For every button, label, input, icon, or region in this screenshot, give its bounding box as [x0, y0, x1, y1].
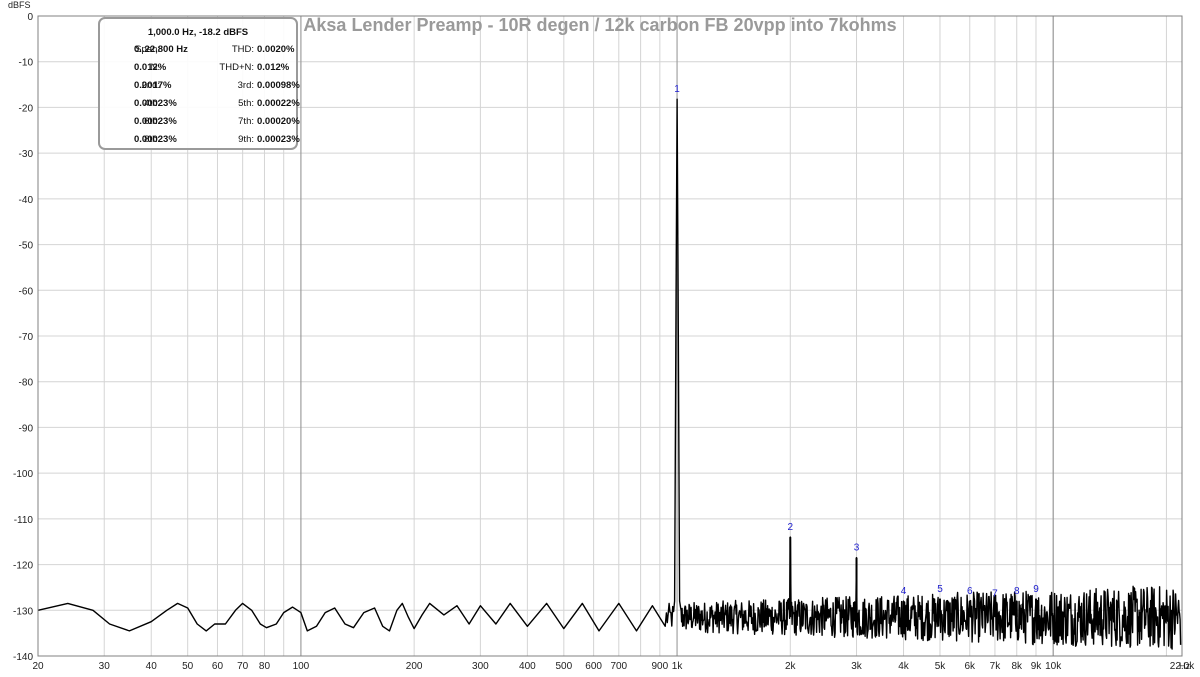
y-tick-label: -70: [19, 332, 34, 343]
y-tick-label: -110: [14, 515, 34, 526]
y-tick-label: -60: [19, 286, 34, 297]
y-tick-label: -80: [19, 378, 34, 389]
x-tick-label: 9k: [1031, 661, 1043, 672]
info-value: 0.012%: [134, 62, 167, 73]
x-tick-label: 70: [237, 661, 249, 672]
y-axis-ticks: 0 -10 -20 -30 -40 -50 -60 -70 -80 -90 -100 -110 -120…: [13, 12, 33, 663]
harmonic-label: 3: [854, 543, 860, 554]
x-axis-ticks: 20 30 40 50 60 70 80 100 200 300 400 500 600 700 900 1k…: [32, 661, 1195, 672]
info-row: 2nd: 0.0017% 3rd: 0.00098%: [100, 80, 300, 96]
y-tick-label: -40: [19, 195, 34, 206]
x-axis-unit-label: Hz: [1179, 661, 1190, 671]
x-tick-label: 1k: [672, 661, 684, 672]
info-label: THD+N:: [219, 62, 254, 73]
harmonic-label: 5: [937, 584, 943, 595]
info-value: 0.00023%: [134, 116, 177, 127]
spectrum-trace: [37, 98, 1182, 650]
info-value: 0.012%: [257, 62, 290, 73]
x-tick-label: 900: [652, 661, 669, 672]
info-label: 5th:: [238, 98, 254, 109]
y-tick-label: -90: [19, 423, 34, 434]
info-value: 0.0017%: [134, 80, 172, 91]
x-tick-label: 100: [293, 661, 310, 672]
info-label: THD:: [231, 44, 254, 55]
info-label: 6th:: [144, 116, 160, 127]
x-tick-label: 60: [212, 661, 224, 672]
info-row: N: 0.012% THD+N: 0.012%: [100, 62, 296, 78]
spectrum-line: [37, 98, 1182, 650]
x-tick-label: 10k: [1045, 661, 1062, 672]
x-tick-label: 4k: [898, 661, 910, 672]
measurement-info-box: 1,000.0 Hz, -18.2 dBFS Span: 0..22,800 H…: [98, 17, 300, 150]
x-tick-label: 22.0k: [1170, 661, 1195, 672]
info-label: Span:: [135, 44, 160, 55]
y-tick-label: -100: [13, 469, 33, 480]
x-tick-label: 400: [519, 661, 536, 672]
harmonic-label: 4: [901, 586, 907, 597]
info-value: 0.00020%: [257, 116, 300, 127]
y-tick-label: -130: [13, 606, 33, 617]
x-tick-label: 20: [32, 661, 44, 672]
x-tick-label: 30: [99, 661, 111, 672]
y-tick-label: -30: [19, 149, 34, 160]
x-tick-label: 200: [406, 661, 423, 672]
x-tick-label: 600: [585, 661, 602, 672]
x-tick-label: 2k: [785, 661, 797, 672]
x-tick-label: 300: [472, 661, 489, 672]
info-value: 0.00023%: [134, 134, 177, 145]
y-tick-label: -50: [19, 241, 34, 252]
y-axis-unit-label: dBFS: [8, 0, 31, 10]
x-tick-label: 80: [259, 661, 271, 672]
info-label: 3rd:: [237, 80, 254, 91]
x-tick-label: 5k: [935, 661, 947, 672]
harmonic-label: 2: [788, 522, 794, 533]
harmonic-label: 1: [674, 84, 680, 95]
info-row: 4th: 0.00023% 5th: 0.00022%: [100, 98, 300, 114]
info-value: 0.0020%: [257, 44, 295, 55]
info-value: 0.00023%: [134, 98, 177, 109]
info-row: Span: 0..22,800 Hz THD: 0.0020%: [100, 44, 296, 60]
harmonic-label: 9: [1033, 584, 1039, 595]
harmonic-label: 8: [1014, 586, 1020, 597]
harmonic-labels: 1 2 3 4 5 6 7 8 9: [674, 84, 1039, 599]
x-tick-label: 3k: [851, 661, 863, 672]
info-label: 4th:: [144, 98, 160, 109]
info-value: 0.00022%: [257, 98, 300, 109]
plot-frame: [37, 15, 1183, 657]
x-tick-label: 50: [182, 661, 194, 672]
info-value: 0.00023%: [257, 134, 300, 145]
y-tick-label: -10: [19, 58, 34, 69]
info-value: 0..22,800 Hz: [134, 44, 188, 55]
y-tick-label: -20: [19, 103, 34, 114]
info-row: 8th: 0.00023% 9th: 0.00023%: [100, 134, 300, 150]
harmonic-label: 7: [992, 588, 998, 599]
y-tick-label: -120: [13, 561, 33, 572]
x-tick-label: 8k: [1011, 661, 1023, 672]
x-tick-label: 6k: [964, 661, 976, 672]
info-label: N:: [150, 62, 161, 73]
y-tick-label: -140: [13, 652, 33, 663]
info-label: 7th:: [238, 116, 254, 127]
info-label: 9th:: [238, 134, 254, 145]
y-tick-label: 0: [27, 12, 33, 23]
info-label: 2nd:: [141, 80, 161, 91]
chart-title: Aksa Lender Preamp - 10R degen / 12k car…: [303, 15, 896, 35]
x-tick-label: 7k: [990, 661, 1002, 672]
info-box-header: 1,000.0 Hz, -18.2 dBFS: [147, 27, 249, 38]
harmonic-label: 6: [967, 586, 973, 597]
info-label: 8th:: [144, 134, 160, 145]
info-value: 0.00098%: [257, 80, 300, 91]
x-tick-label: 40: [146, 661, 158, 672]
info-row: 6th: 0.00023% 7th: 0.00020%: [100, 116, 300, 132]
x-tick-label: 700: [610, 661, 627, 672]
x-tick-label: 500: [555, 661, 572, 672]
